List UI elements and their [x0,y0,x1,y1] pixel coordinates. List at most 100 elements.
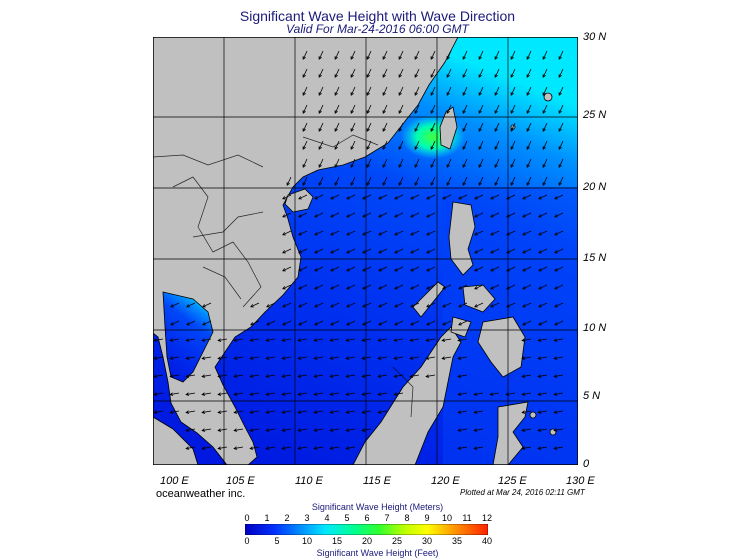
wave-arrow-head [362,196,366,200]
wave-arrow-head [537,428,542,432]
wave-arrow-head [201,374,206,378]
wave-arrow [414,68,420,78]
wave-arrow [314,428,324,431]
wave-arrow [398,50,404,60]
wave-arrow-head [378,322,382,326]
wave-arrow-head [526,56,530,60]
wave-arrow-head [378,250,382,254]
wave-arrow-head [538,196,542,200]
wave-arrow [202,356,212,359]
wave-arrow [346,392,356,395]
wave-arrow-head [414,110,418,114]
wave-arrow-head [494,110,498,114]
wave-arrow-head [314,304,318,308]
wave-arrow [446,158,452,168]
wave-arrow-head [249,428,254,432]
wave-arrow-head [366,182,370,186]
wave-arrow-head [478,182,482,186]
wave-arrow [442,302,452,308]
wave-arrow-head [393,356,398,360]
wave-arrow-head [474,286,478,290]
wave-arrow [302,50,308,60]
wave-arrow-head [345,446,350,450]
wave-arrow-head [378,232,382,236]
wave-arrow [414,50,420,60]
wave-arrow [362,374,372,377]
wave-arrow [522,338,532,341]
wave-arrow [362,356,372,359]
wave-arrow-head [233,374,238,378]
wave-arrow [414,176,420,186]
wave-arrow [526,176,532,186]
wave-arrow-head [394,214,398,218]
wave-arrow [282,320,292,326]
wave-arrow-head [217,446,222,450]
wave-arrow [302,86,308,96]
wave-arrow-head [441,338,446,342]
mainland-asia [153,37,459,465]
wave-arrow-head [382,146,386,150]
wave-arrow [378,410,388,413]
lon-label-105e: 105 E [226,475,255,487]
wave-arrow [334,68,340,78]
wave-arrow [490,392,500,395]
wave-arrow-head [346,214,350,218]
wave-arrow-head [537,410,542,414]
wave-arrow [538,320,548,326]
wave-arrow [522,374,532,377]
wave-arrow [302,122,308,132]
wave-arrow-head [350,56,354,60]
wave-arrow [430,176,436,186]
wave-arrow [318,68,324,78]
wave-arrow-head [458,286,462,290]
wave-arrow-head [521,374,526,378]
wave-arrow-head [430,146,434,150]
wave-arrow-head [542,146,546,150]
wave-arrow-head [410,304,414,308]
wave-arrow [366,158,372,168]
wave-arrow-head [494,92,498,96]
wave-arrow [282,248,292,254]
wave-arrow [186,302,196,308]
wave-arrow-head [350,164,354,168]
mindanao-island [477,316,526,378]
wave-arrow-head [394,196,398,200]
wave-arrow-head [233,392,238,396]
wave-arrow-head [361,410,366,414]
legend-tick-m: 8 [404,513,410,523]
wave-arrow-head [170,304,174,308]
wave-arrow-head [426,196,430,200]
wave-arrow [442,338,452,341]
wave-arrow [478,122,484,132]
wave-arrow [346,410,356,413]
wave-arrow [318,158,324,168]
wave-arrow [490,266,500,272]
wave-arrow [154,374,164,377]
wave-arrow [350,122,356,132]
wave-arrow-head [282,214,286,218]
wave-arrow [474,428,484,431]
wave-arrow [558,50,564,60]
wave-arrow [314,320,324,326]
wave-arrow-head [457,356,462,360]
wave-arrow-head [538,250,542,254]
wave-arrow [298,302,308,308]
wave-arrow [410,230,420,236]
wave-arrow-head [506,286,510,290]
wave-arrow-head [494,146,498,150]
gulf-of-thailand [162,291,214,383]
wave-arrow [362,194,372,200]
wave-arrow [558,68,564,78]
wave-arrow [298,194,308,200]
wave-arrow-head [314,322,318,326]
wave-arrow [282,266,292,272]
wave-arrow-head [442,322,446,326]
wave-arrow-head [298,286,302,290]
wave-arrow-head [522,232,526,236]
wave-arrow-head [446,74,450,78]
wave-arrow-head [414,92,418,96]
wave-arrow [234,410,244,413]
wave-arrow-head [318,110,322,114]
wave-arrow-head [510,110,514,114]
wave-arrow [330,284,340,290]
